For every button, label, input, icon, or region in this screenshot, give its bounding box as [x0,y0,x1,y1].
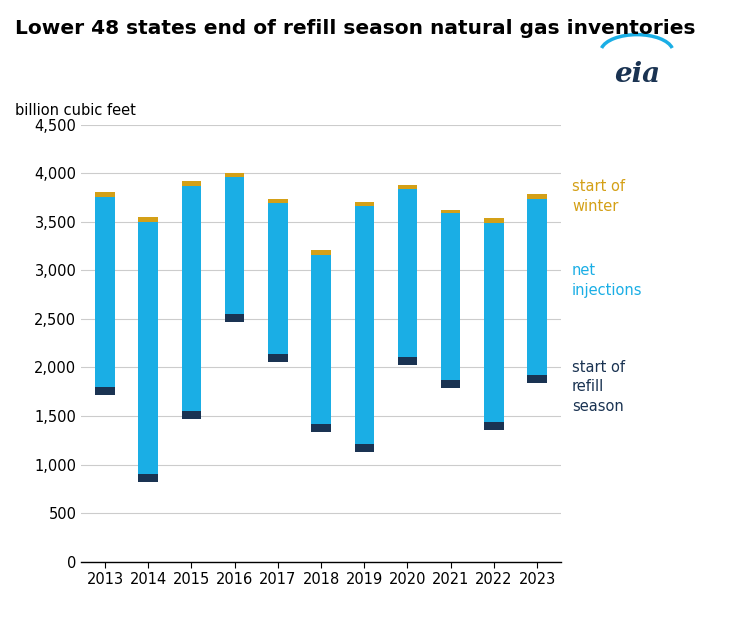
Bar [182,411,201,419]
Bar [225,173,244,177]
Bar [441,213,461,388]
Bar [95,192,114,197]
Bar [484,422,503,429]
Text: eia: eia [614,61,660,89]
Bar [225,177,244,322]
Bar [225,314,244,322]
Bar [139,474,158,482]
Bar [182,186,201,419]
Bar [268,203,288,362]
Bar [441,380,461,388]
Bar [354,444,374,452]
Bar [95,197,114,394]
Bar [311,424,331,432]
Bar [95,387,114,394]
Bar [484,218,503,223]
Bar [311,255,331,432]
Text: start of
winter: start of winter [572,179,625,214]
Text: billion cubic feet: billion cubic feet [15,103,136,118]
Bar [311,250,331,255]
Bar [268,354,288,362]
Bar [354,202,374,207]
Text: Lower 48 states end of refill season natural gas inventories: Lower 48 states end of refill season nat… [15,19,695,37]
Bar [441,210,461,213]
Bar [139,217,158,222]
Bar [528,375,547,383]
Bar [398,357,417,364]
Bar [528,193,547,198]
Bar [398,185,417,189]
Text: start of
refill
season: start of refill season [572,359,625,414]
Bar [268,198,288,203]
Bar [398,189,417,364]
Text: net
injections: net injections [572,263,643,298]
Bar [528,198,547,383]
Bar [139,222,158,482]
Bar [354,207,374,452]
Bar [484,223,503,429]
Bar [182,181,201,186]
